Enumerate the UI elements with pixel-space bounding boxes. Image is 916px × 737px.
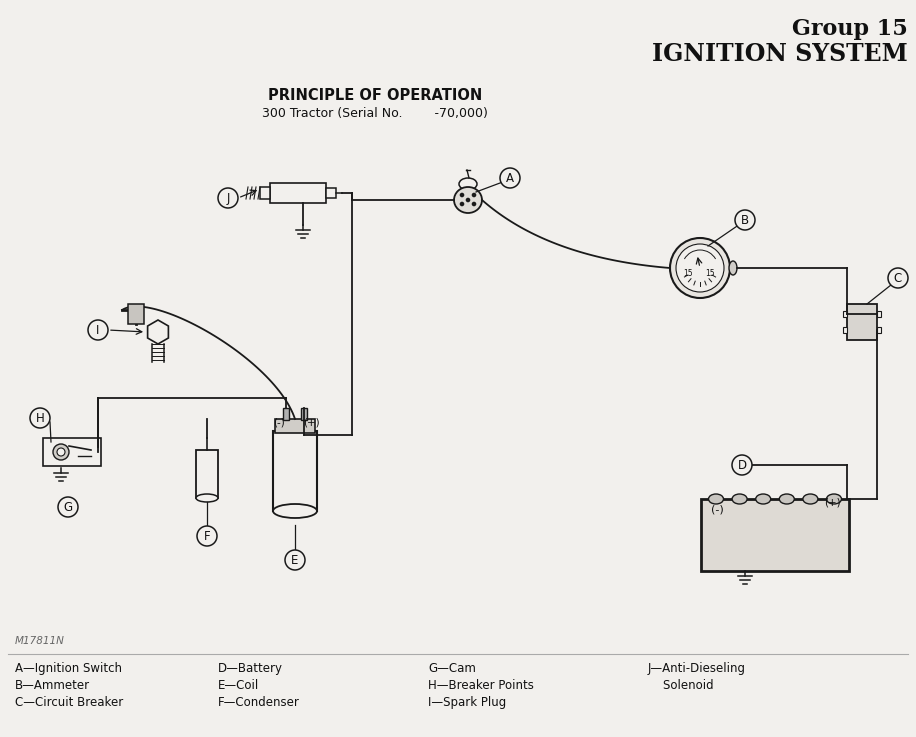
Text: B—Ammeter: B—Ammeter — [15, 679, 90, 692]
Bar — [273, 431, 317, 511]
Circle shape — [888, 268, 908, 288]
Text: J—Anti-Dieseling: J—Anti-Dieseling — [648, 662, 746, 675]
Bar — [326, 188, 336, 198]
Text: F—Condenser: F—Condenser — [218, 696, 300, 709]
Bar — [43, 438, 101, 466]
Circle shape — [57, 448, 65, 456]
Text: C—Circuit Breaker: C—Circuit Breaker — [15, 696, 124, 709]
Text: D—Battery: D—Battery — [218, 662, 283, 675]
Text: F: F — [203, 529, 211, 542]
Text: 15: 15 — [683, 269, 692, 278]
Bar — [301, 408, 307, 420]
Circle shape — [670, 238, 730, 298]
Text: (-): (-) — [273, 417, 285, 427]
Text: G—Cam: G—Cam — [428, 662, 476, 675]
Ellipse shape — [803, 494, 818, 504]
Text: IGNITION SYSTEM: IGNITION SYSTEM — [652, 42, 908, 66]
Bar — [128, 304, 144, 324]
Ellipse shape — [756, 494, 770, 504]
Circle shape — [735, 210, 755, 230]
Ellipse shape — [454, 187, 482, 213]
Circle shape — [197, 526, 217, 546]
Circle shape — [53, 444, 69, 460]
Circle shape — [472, 192, 476, 198]
Bar — [877, 311, 881, 317]
Bar — [843, 311, 847, 317]
Circle shape — [30, 408, 50, 428]
Bar — [196, 450, 218, 498]
Ellipse shape — [196, 494, 218, 502]
Circle shape — [460, 202, 464, 206]
Text: E: E — [291, 553, 299, 567]
Text: A—Ignition Switch: A—Ignition Switch — [15, 662, 122, 675]
Bar — [270, 183, 326, 203]
Text: B: B — [741, 214, 749, 226]
Text: D: D — [737, 458, 747, 472]
Bar — [283, 408, 289, 420]
Ellipse shape — [273, 504, 317, 518]
Text: J: J — [226, 192, 230, 204]
Bar — [260, 187, 270, 199]
Bar — [843, 327, 847, 333]
Text: G: G — [63, 500, 72, 514]
Text: (+): (+) — [824, 497, 841, 507]
Text: H: H — [36, 411, 44, 425]
Text: E—Coil: E—Coil — [218, 679, 259, 692]
Text: I—Spark Plug: I—Spark Plug — [428, 696, 507, 709]
Circle shape — [88, 320, 108, 340]
Ellipse shape — [826, 494, 842, 504]
Ellipse shape — [729, 261, 737, 275]
Circle shape — [472, 202, 476, 206]
Ellipse shape — [708, 494, 724, 504]
Text: Group 15: Group 15 — [792, 18, 908, 40]
Circle shape — [218, 188, 238, 208]
Circle shape — [460, 192, 464, 198]
Text: (+): (+) — [302, 417, 320, 427]
Text: 300 Tractor (Serial No.        -70,000): 300 Tractor (Serial No. -70,000) — [262, 107, 488, 120]
Text: C: C — [894, 271, 902, 284]
Text: H—Breaker Points: H—Breaker Points — [428, 679, 534, 692]
Bar — [701, 499, 849, 571]
Text: I: I — [96, 324, 100, 337]
Bar — [275, 419, 315, 433]
Ellipse shape — [459, 178, 477, 190]
Bar — [847, 304, 877, 340]
Text: Solenoid: Solenoid — [648, 679, 714, 692]
Circle shape — [285, 550, 305, 570]
Ellipse shape — [780, 494, 794, 504]
Circle shape — [465, 198, 470, 202]
Text: A: A — [506, 172, 514, 184]
Ellipse shape — [732, 494, 747, 504]
Circle shape — [676, 244, 724, 292]
Circle shape — [58, 497, 78, 517]
Circle shape — [500, 168, 520, 188]
Text: PRINCIPLE OF OPERATION: PRINCIPLE OF OPERATION — [267, 88, 482, 103]
Polygon shape — [147, 320, 169, 344]
Text: 15: 15 — [705, 269, 714, 278]
Circle shape — [732, 455, 752, 475]
Text: M17811N: M17811N — [15, 636, 65, 646]
Bar — [877, 327, 881, 333]
Text: (-): (-) — [711, 505, 724, 515]
